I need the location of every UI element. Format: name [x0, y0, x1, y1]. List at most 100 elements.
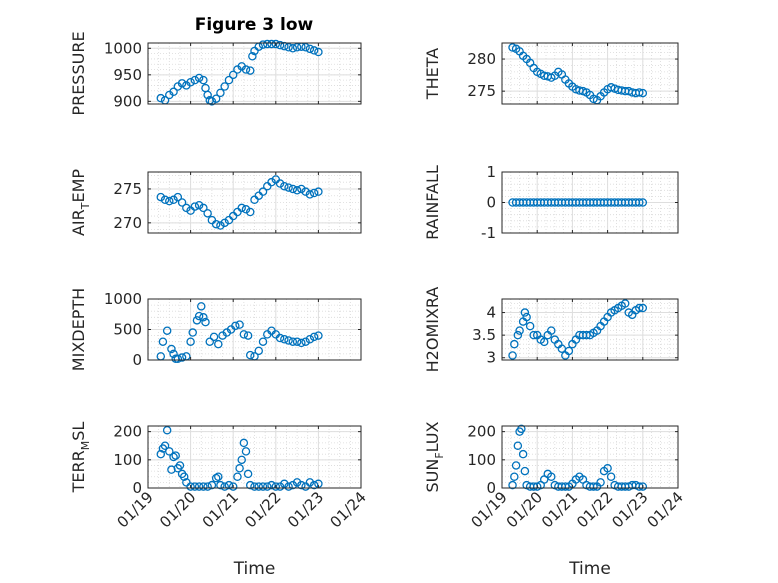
data-point [258, 482, 268, 491]
data-point [288, 480, 298, 490]
grid [147, 172, 362, 233]
data-point [165, 196, 174, 206]
data-point [606, 472, 616, 481]
series-air [156, 175, 323, 230]
series-rainfall [508, 198, 648, 207]
data-point [258, 337, 268, 346]
y-tick-label: 900 [113, 92, 142, 110]
data-point [284, 482, 293, 491]
data-point [275, 179, 285, 188]
data-point [205, 337, 215, 346]
data-point [156, 449, 166, 459]
data-point [635, 303, 644, 313]
data-point [280, 479, 289, 489]
data-point [186, 337, 195, 346]
y-tick-label: 280 [467, 50, 496, 68]
data-point [237, 203, 246, 213]
data-point [301, 482, 310, 491]
data-point [216, 480, 225, 490]
data-point [173, 354, 183, 364]
data-point [233, 472, 242, 481]
x-axis-label: Time [568, 559, 611, 579]
data-point [638, 303, 648, 313]
data-point [517, 424, 526, 434]
data-point [199, 482, 208, 491]
y-axis-label: RAINFALL [423, 165, 442, 240]
y-tick-label: 0 [132, 479, 142, 497]
data-point [182, 203, 191, 213]
series-theta [508, 43, 648, 105]
data-point [258, 187, 268, 196]
data-point [241, 65, 251, 74]
y-axis-label: TERRMSL [69, 422, 92, 494]
axes-box [501, 425, 679, 489]
x-axis-label: Time [233, 559, 276, 579]
y-axis-label: MIXDEPTH [69, 288, 88, 371]
data-point [305, 335, 315, 344]
y-tick-label: 200 [467, 423, 496, 441]
data-point [211, 219, 221, 229]
data-point [169, 195, 178, 205]
data-point [243, 469, 253, 479]
y-tick-label: 275 [113, 180, 142, 198]
data-point [267, 480, 276, 490]
data-point [190, 75, 200, 85]
data-point [235, 320, 244, 329]
series-sun [508, 424, 648, 491]
data-point [224, 480, 234, 490]
y-tick-label: 950 [113, 66, 142, 84]
data-point [309, 188, 319, 198]
data-point [190, 482, 200, 491]
y-tick-label: 270 [113, 214, 142, 232]
data-point [518, 449, 528, 459]
data-point [186, 78, 195, 87]
data-point [292, 337, 302, 346]
data-point [513, 330, 523, 340]
data-point [280, 181, 289, 191]
series-h2omixra [508, 299, 648, 360]
data-point [248, 52, 257, 61]
axes-box [147, 42, 362, 105]
data-point [224, 75, 234, 85]
data-point [511, 461, 521, 470]
data-point [209, 332, 219, 342]
data-point [241, 447, 251, 456]
data-point [169, 87, 178, 97]
x-tick-label: 01/24 [327, 488, 370, 531]
data-point [301, 42, 310, 52]
data-point [297, 184, 306, 194]
axes-box [147, 171, 362, 234]
data-point [245, 66, 255, 75]
x-tick-label: 01/24 [644, 488, 687, 531]
data-point [314, 47, 323, 57]
y-axis-label: SUNFLUX [423, 421, 446, 492]
data-point [589, 482, 598, 491]
axes-box [147, 425, 362, 489]
y-axis-label: PRESSURE [69, 31, 88, 115]
data-point [271, 482, 281, 491]
data-point [203, 90, 212, 100]
data-point [160, 195, 170, 205]
data-point [314, 331, 323, 340]
y-tick-label: 1000 [104, 39, 142, 57]
data-point [162, 425, 172, 435]
data-point [207, 97, 217, 106]
data-point [171, 451, 180, 460]
y-tick-label: 100 [467, 451, 496, 469]
data-point [169, 452, 178, 462]
data-point [165, 447, 174, 456]
data-point [271, 39, 281, 49]
data-point [254, 346, 264, 356]
data-point [305, 478, 315, 487]
data-point [245, 350, 255, 360]
data-point [201, 317, 210, 327]
data-point [515, 326, 524, 335]
y-axis-label: H2OMIXRA [423, 287, 442, 373]
data-point [220, 82, 229, 91]
data-point [194, 200, 204, 210]
data-point [263, 482, 272, 491]
y-tick-label: 0 [486, 479, 496, 497]
y-tick-label: 3 [486, 349, 496, 367]
